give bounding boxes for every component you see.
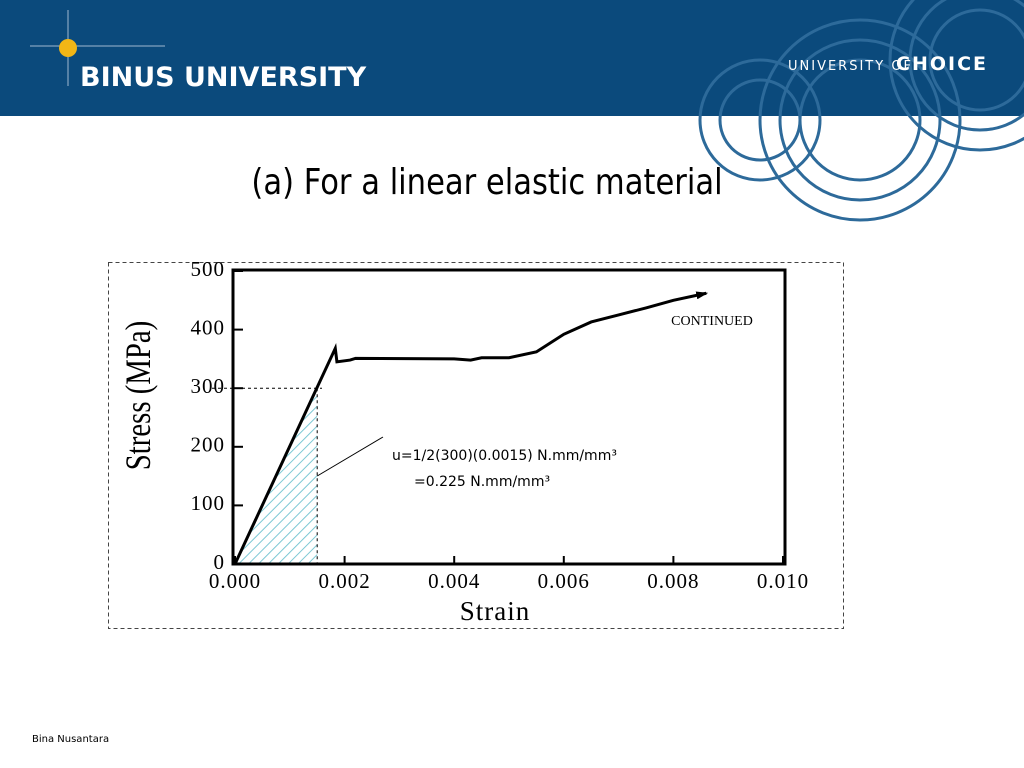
y-tick-label: 300 [191,374,226,398]
brand: BINUS UNIVERSITY [80,62,367,93]
y-tick-label: 0 [214,550,226,574]
x-tick-label: 0.006 [538,569,590,593]
y-tick-label: 100 [191,491,226,515]
annotation: =0.225 N.mm/mm³ [414,474,550,490]
header-pattern [698,0,1024,222]
chart-frame [108,262,844,629]
x-axis-label: Strain [460,596,531,626]
y-axis-label: Stress (MPa) [119,321,159,471]
leader-line [316,436,384,477]
x-tick-label: 0.004 [428,569,480,593]
x-tick-label: 0.002 [318,569,370,593]
plot-frame [231,268,787,566]
x-tick-label: 0.010 [757,569,809,593]
header: BINUS UNIVERSITY UNIVERSITY OF CHOICE [0,0,1024,222]
annotation: CONTINUED [671,314,753,329]
header-band [0,0,1024,116]
y-tick-label: 200 [191,433,226,457]
stress-strain-curve [233,291,709,565]
tagline: CHOICE [896,53,988,75]
annotation: u=1/2(300)(0.0015) N.mm/mm³ [392,448,617,464]
footer: Bina Nusantara [32,734,109,745]
y-tick-label: 400 [191,315,226,339]
slide-title: (a) For a linear elastic material [251,161,722,203]
y-tick-label: 500 [191,257,226,281]
x-tick-label: 0.000 [209,569,261,593]
logo-dot [59,39,77,57]
tagline-prefix: UNIVERSITY OF [788,59,913,74]
x-tick-label: 0.008 [647,569,699,593]
